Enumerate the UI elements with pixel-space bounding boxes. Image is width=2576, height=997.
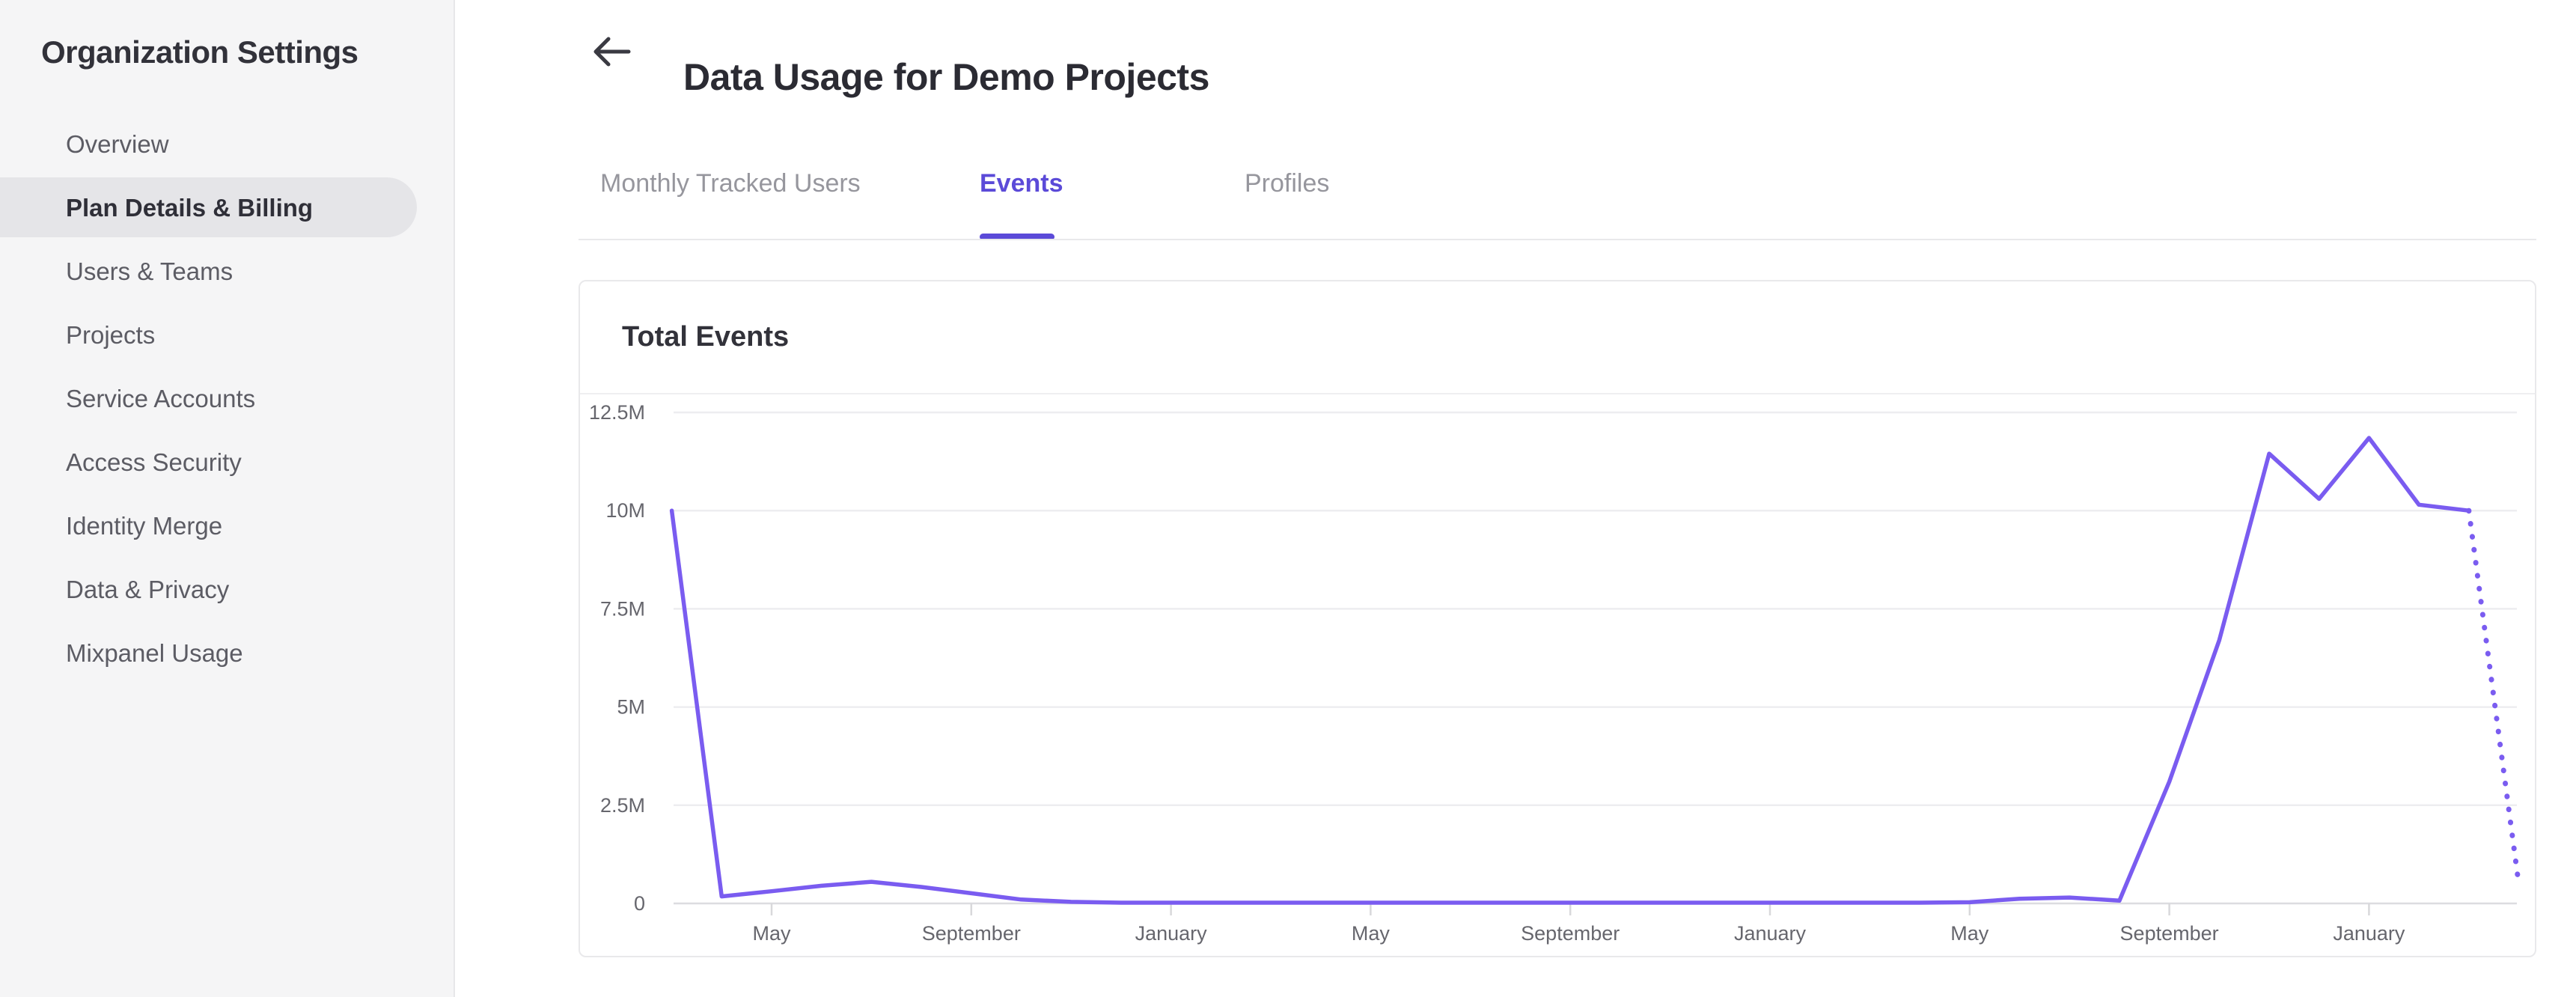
y-axis-label: 10M: [605, 499, 645, 522]
y-axis-label: 0: [634, 892, 645, 915]
events-line-projection-dotted: [2466, 507, 2521, 887]
sidebar-item-mixpanel-usage[interactable]: Mixpanel Usage: [0, 621, 455, 685]
x-axis-label: January: [1135, 922, 1208, 945]
x-axis-label: September: [922, 922, 1021, 945]
page-title: Data Usage for Demo Projects: [683, 55, 1209, 98]
sidebar-item-data-privacy[interactable]: Data & Privacy: [0, 558, 455, 621]
sidebar-item-service-accounts[interactable]: Service Accounts: [0, 367, 455, 430]
tab-monthly-tracked-users[interactable]: Monthly Tracked Users: [600, 169, 861, 198]
x-axis-label: September: [2120, 922, 2219, 945]
sidebar-item-label: Service Accounts: [66, 384, 256, 412]
sidebar: Organization Settings Overview Plan Deta…: [0, 0, 455, 997]
x-axis-label: May: [752, 922, 791, 945]
x-axis-label: May: [1352, 922, 1391, 945]
sidebar-item-label: Plan Details & Billing: [66, 193, 314, 222]
tab-events[interactable]: Events: [980, 169, 1063, 198]
sidebar-item-label: Access Security: [66, 448, 242, 476]
tab-bar-divider: [579, 239, 2536, 240]
back-button[interactable]: [590, 33, 633, 70]
y-axis-label: 7.5M: [600, 597, 645, 620]
sidebar-item-label: Overview: [66, 129, 169, 158]
sidebar-item-label: Mixpanel Usage: [66, 638, 243, 667]
arrow-left-icon: [593, 37, 631, 67]
sidebar-item-projects[interactable]: Projects: [0, 303, 455, 367]
active-item-highlight: [0, 177, 417, 237]
sidebar-item-overview[interactable]: Overview: [0, 112, 455, 176]
sidebar-item-label: Identity Merge: [66, 511, 223, 540]
y-axis-label: 5M: [617, 696, 645, 719]
x-axis-label: September: [1521, 922, 1620, 945]
x-axis-label: January: [1734, 922, 1807, 945]
sidebar-item-label: Data & Privacy: [66, 575, 230, 603]
sidebar-item-label: Users & Teams: [66, 257, 234, 285]
sidebar-item-access-security[interactable]: Access Security: [0, 430, 455, 494]
x-axis-label: May: [1950, 922, 1989, 945]
events-line-solid[interactable]: [669, 436, 2471, 905]
sidebar-item-label: Projects: [66, 320, 156, 349]
card-header: Total Events: [580, 281, 2535, 394]
tab-profiles[interactable]: Profiles: [1245, 169, 1330, 198]
active-tab-underline: [980, 234, 1054, 240]
sidebar-nav: Overview Plan Details & Billing Users & …: [0, 112, 455, 685]
x-axis-label: January: [2333, 922, 2405, 945]
y-axis-label: 12.5M: [589, 401, 645, 424]
card-title: Total Events: [622, 321, 790, 353]
sidebar-item-identity-merge[interactable]: Identity Merge: [0, 494, 455, 558]
y-axis-label: 2.5M: [600, 794, 645, 817]
sidebar-title: Organization Settings: [41, 34, 358, 70]
total-events-card: Total Events: [579, 280, 2536, 957]
sidebar-item-users-teams[interactable]: Users & Teams: [0, 240, 455, 303]
sidebar-item-plan-details-billing[interactable]: Plan Details & Billing: [0, 176, 455, 240]
